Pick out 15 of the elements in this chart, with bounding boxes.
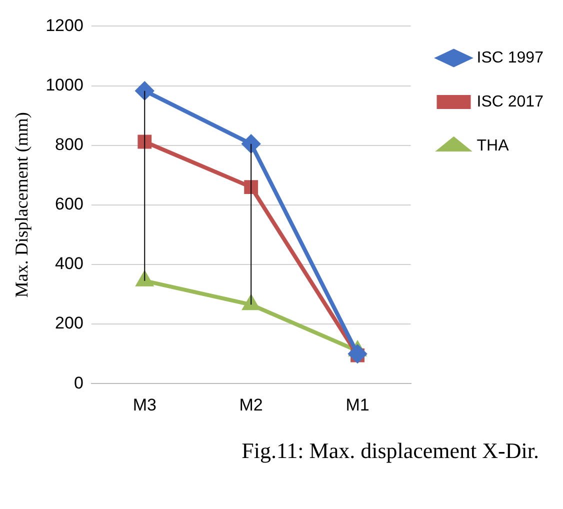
y-tick-label: 200 [55, 314, 84, 333]
y-tick-label: 1200 [46, 16, 84, 35]
y-tick-label: 400 [55, 254, 84, 274]
x-tick-label: M2 [239, 395, 263, 414]
x-tick-label: M3 [132, 395, 156, 414]
y-tick-label: 0 [74, 373, 84, 392]
y-axis-title: Max. Displacement (mm) [12, 112, 32, 298]
y-tick-label: 800 [55, 135, 84, 154]
x-tick-label: M1 [346, 395, 370, 414]
y-tick-label: 1000 [46, 75, 84, 94]
y-tick-label: 600 [55, 194, 84, 214]
legend-label: THA [476, 137, 510, 154]
caption: Fig.11: Max. displacement X-Dir. [240, 438, 540, 464]
legend-label: ISC 1997 [476, 49, 544, 66]
legend-label: ISC 2017 [476, 93, 544, 110]
